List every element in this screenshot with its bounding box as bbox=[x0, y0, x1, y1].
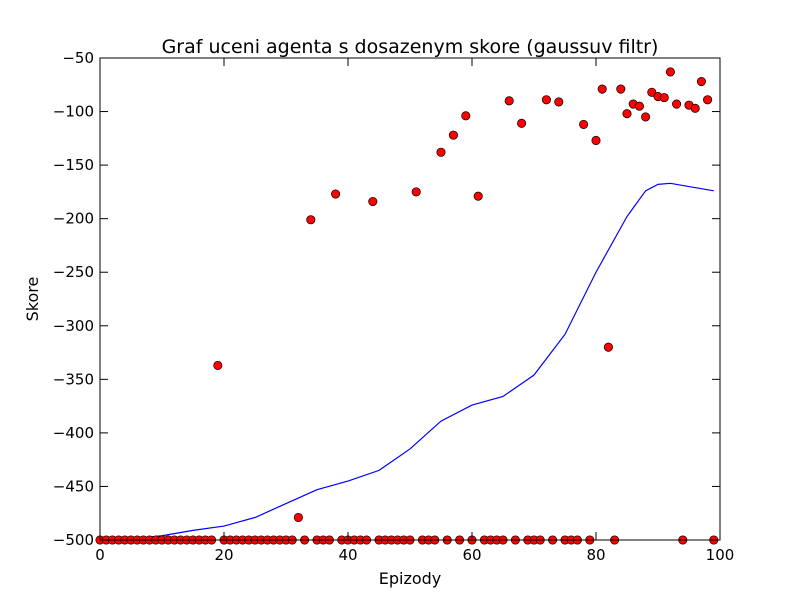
score-point bbox=[517, 118, 527, 128]
score-point bbox=[597, 84, 607, 94]
score-point bbox=[306, 215, 316, 225]
score-point bbox=[504, 96, 514, 106]
plot-area bbox=[95, 67, 719, 545]
score-point bbox=[665, 67, 675, 77]
x-tick-label: 80 bbox=[586, 546, 605, 564]
score-point bbox=[461, 111, 471, 121]
score-point bbox=[659, 93, 669, 103]
score-point bbox=[591, 135, 601, 146]
y-tick-label: −200 bbox=[53, 210, 94, 228]
y-tick-label: −400 bbox=[53, 424, 94, 442]
score-point bbox=[579, 119, 589, 129]
plot-frame bbox=[99, 57, 721, 541]
y-tick-label: −500 bbox=[53, 531, 94, 549]
score-point bbox=[293, 512, 303, 523]
y-axis-title: Skore bbox=[23, 277, 42, 322]
score-point bbox=[448, 130, 458, 140]
score-point bbox=[616, 84, 626, 94]
x-tick-label: 20 bbox=[214, 546, 233, 564]
x-tick-label: 0 bbox=[95, 546, 105, 564]
y-tick-label: −250 bbox=[53, 263, 94, 281]
score-point bbox=[541, 95, 551, 105]
score-point bbox=[622, 109, 632, 119]
x-axis-title: Epizody bbox=[379, 569, 442, 588]
score-point bbox=[634, 101, 644, 111]
score-point bbox=[672, 99, 682, 109]
y-tick-label: −150 bbox=[53, 156, 94, 174]
score-point bbox=[703, 95, 713, 105]
score-point bbox=[696, 77, 706, 87]
score-point bbox=[647, 87, 657, 97]
score-point bbox=[411, 187, 421, 197]
score-point bbox=[436, 147, 446, 157]
chart-title: Graf uceni agenta s dosazenym skore (gau… bbox=[162, 36, 659, 58]
y-tick-label: −350 bbox=[53, 370, 94, 388]
y-tick-label: −450 bbox=[53, 477, 94, 495]
x-tick-label: 60 bbox=[462, 546, 481, 564]
x-tick-label: 40 bbox=[338, 546, 357, 564]
y-tick-label: −50 bbox=[62, 49, 94, 67]
axis-ticks: 0 20 40 60 80 100 −50 −100 −150 −200 −250 −300 −350 −… bbox=[53, 49, 735, 564]
score-point bbox=[473, 191, 483, 201]
score-point bbox=[368, 196, 378, 207]
score-point bbox=[603, 342, 613, 352]
score-point bbox=[213, 360, 223, 370]
score-point bbox=[331, 189, 341, 199]
score-point bbox=[690, 103, 700, 113]
smoothed-score-line bbox=[99, 182, 714, 541]
y-tick-label: −100 bbox=[53, 103, 94, 121]
y-tick-label: −300 bbox=[53, 317, 94, 335]
score-point bbox=[641, 112, 651, 122]
score-point bbox=[554, 97, 564, 107]
x-tick-label: 100 bbox=[706, 546, 735, 564]
